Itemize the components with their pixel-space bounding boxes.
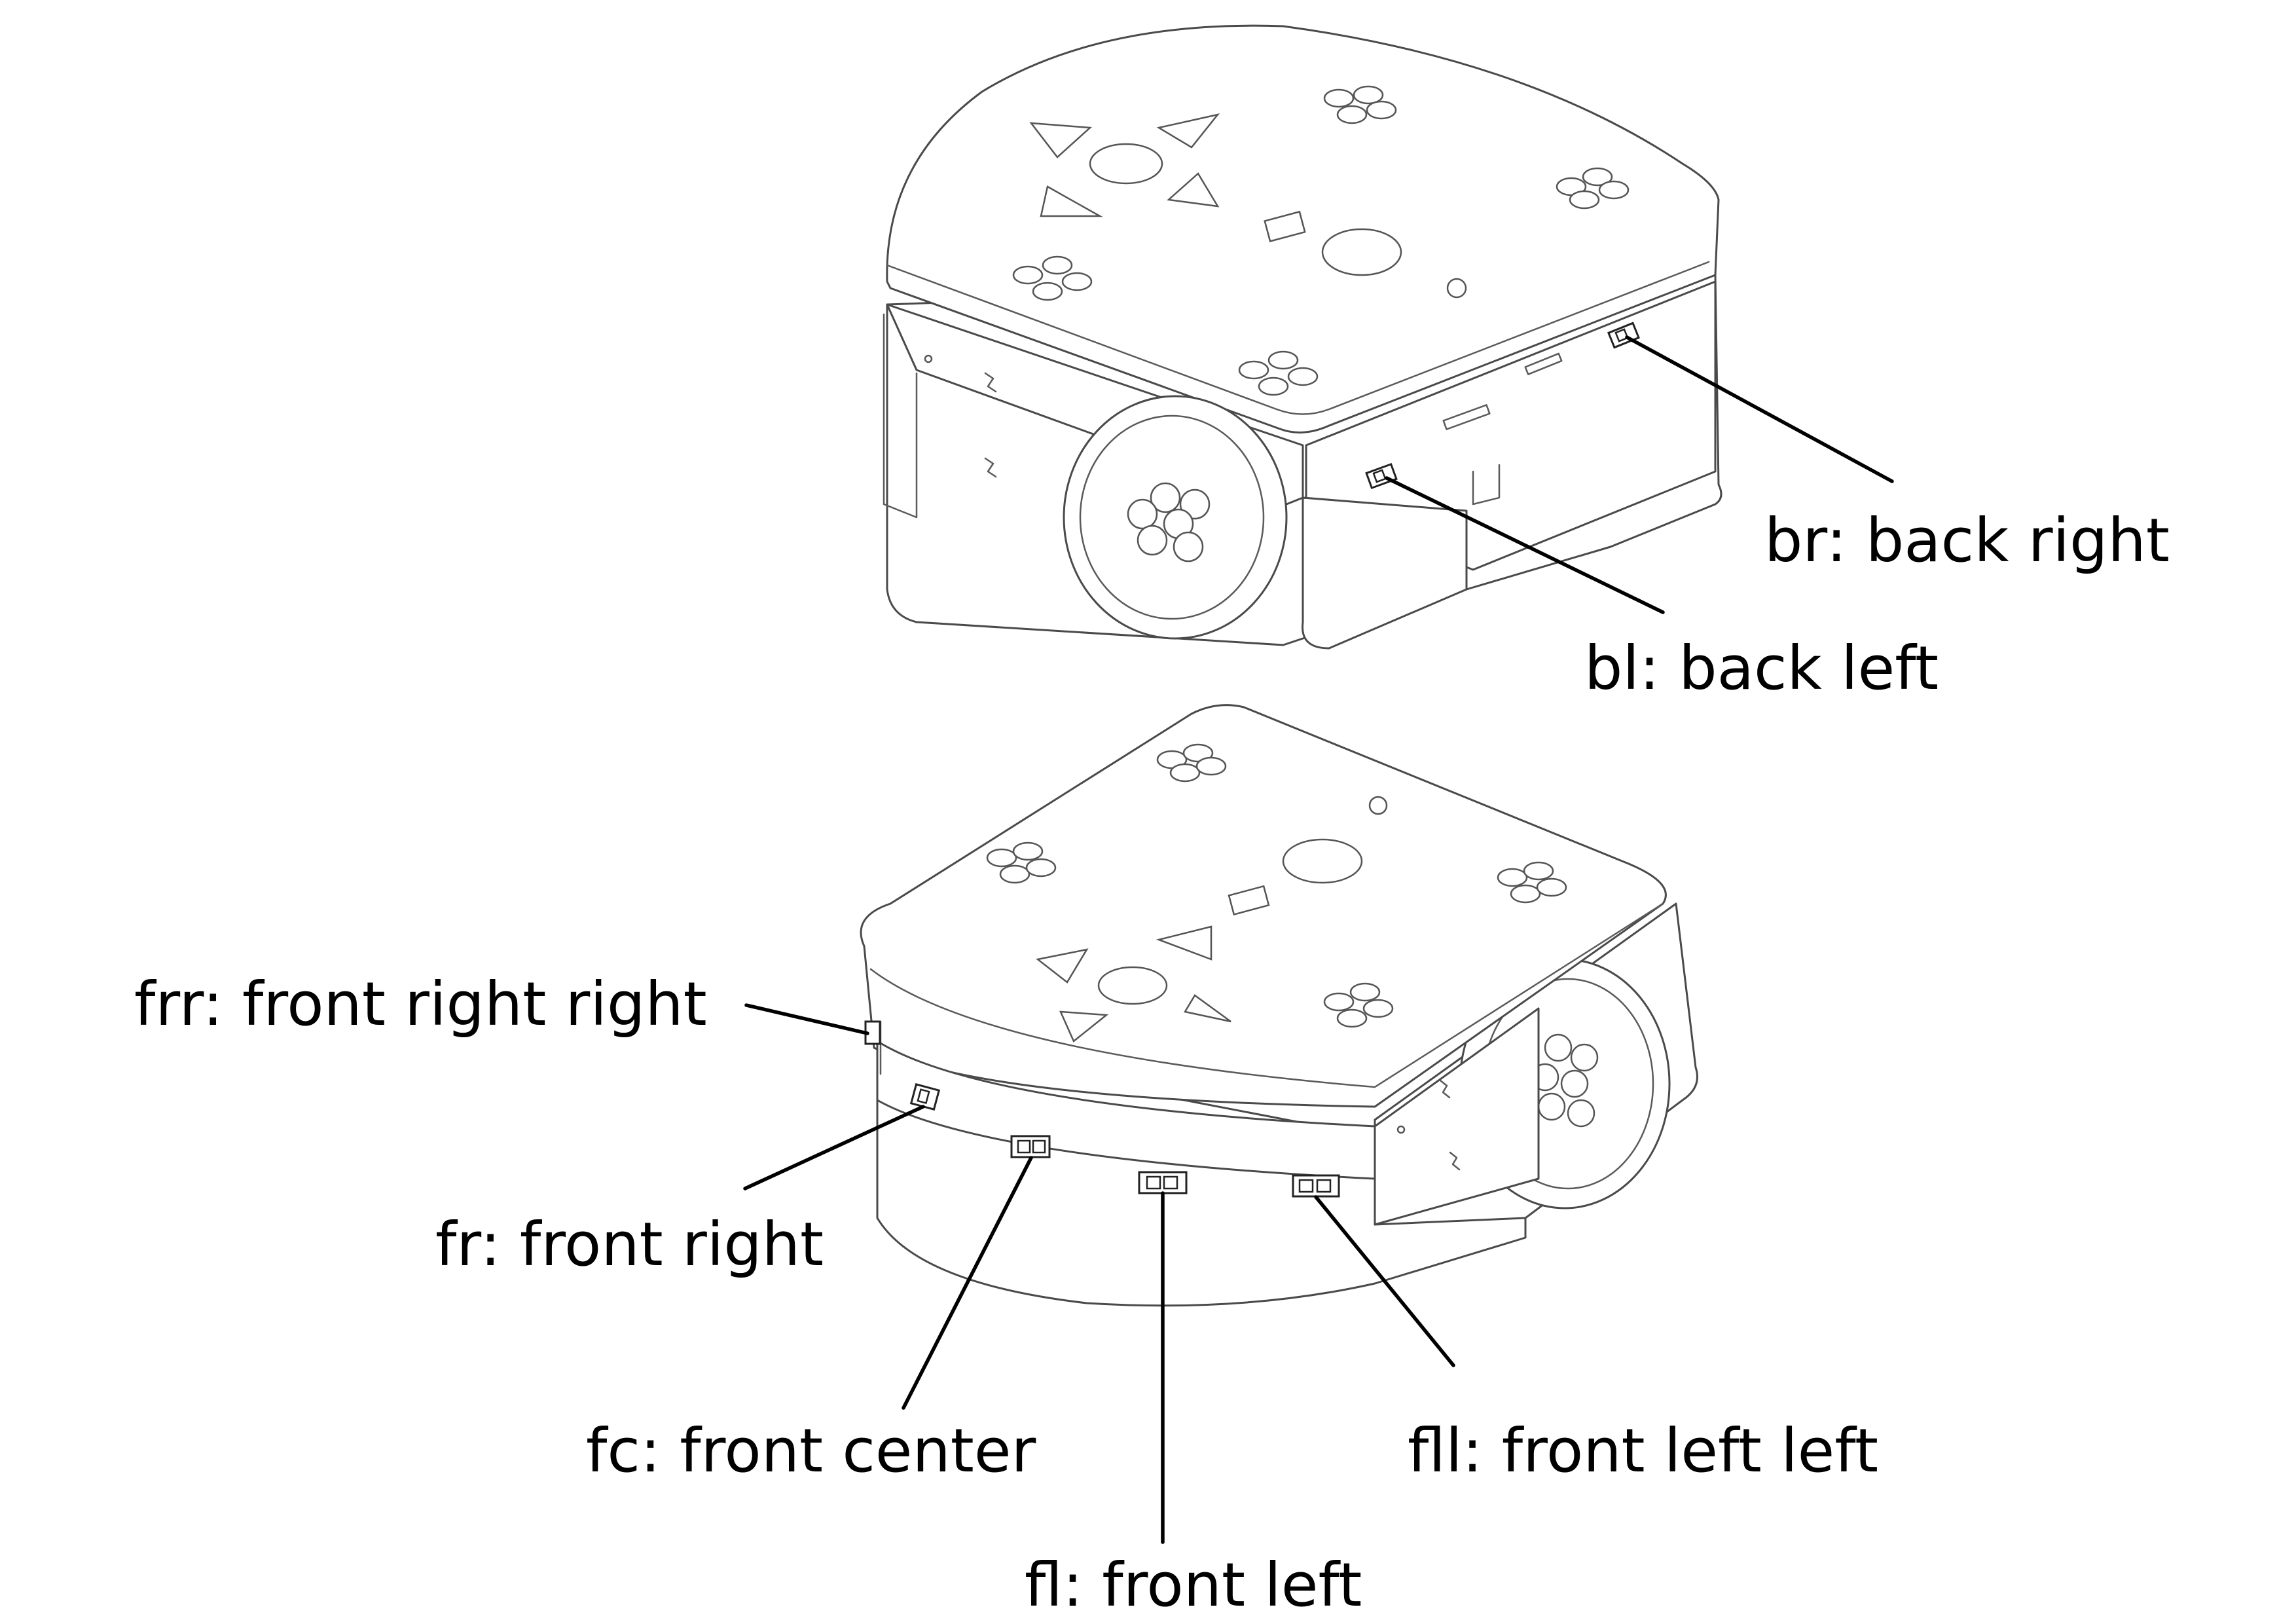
sensor-fc: [1010, 1135, 1051, 1158]
leader-frr: [744, 1003, 869, 1035]
leader-fll: [1314, 1195, 1455, 1367]
label-front-right-right: frr: front right right: [134, 969, 707, 1039]
sensor-fl: [1138, 1171, 1188, 1194]
sensor-br: [1607, 322, 1640, 349]
leader-fc: [902, 1156, 1033, 1410]
label-back-left: bl: back left: [1584, 633, 1939, 703]
leader-fr: [743, 1105, 925, 1190]
label-front-left: fl: front left: [1025, 1550, 1362, 1620]
label-back-right: br: back right: [1764, 506, 2170, 576]
robot-rear-view: [883, 24, 1722, 650]
label-front-center: fc: front center: [586, 1416, 1036, 1486]
sensor-bl: [1365, 462, 1398, 490]
leader-br: [1625, 335, 1894, 483]
robot-front-view: [860, 704, 1698, 1307]
label-front-left-left: fll: front left left: [1408, 1416, 1879, 1486]
leader-lines: [743, 335, 1894, 1544]
label-front-right: fr: front right: [435, 1209, 824, 1280]
leader-bl: [1385, 476, 1665, 614]
sensor-fll: [1292, 1174, 1340, 1198]
